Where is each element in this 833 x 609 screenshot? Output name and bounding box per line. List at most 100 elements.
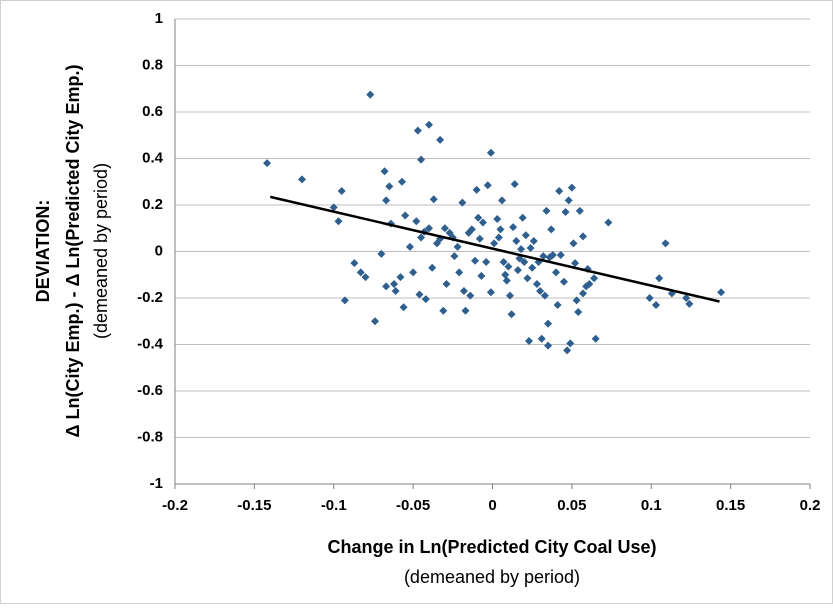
- point: [482, 257, 491, 266]
- point: [412, 217, 421, 226]
- point: [661, 239, 670, 248]
- point: [559, 277, 568, 286]
- y-tick-label: -0.8: [137, 428, 163, 445]
- x-tick-label: 0.1: [641, 497, 662, 514]
- point: [539, 252, 548, 261]
- point: [499, 257, 508, 266]
- point: [398, 177, 407, 186]
- point: [417, 233, 426, 242]
- point: [382, 282, 391, 291]
- point: [461, 306, 470, 315]
- point: [512, 237, 521, 246]
- point: [340, 296, 349, 305]
- point: [569, 239, 578, 248]
- point: [590, 274, 599, 283]
- point: [652, 300, 661, 309]
- point: [544, 319, 553, 328]
- point: [507, 310, 516, 319]
- point: [425, 120, 433, 129]
- point: [537, 334, 546, 343]
- point: [405, 242, 414, 251]
- point: [428, 263, 437, 272]
- point: [504, 262, 513, 271]
- point: [513, 266, 522, 275]
- y-tick-label: 0.4: [142, 149, 164, 166]
- point: [458, 198, 467, 207]
- x-tick-label: -0.15: [237, 497, 271, 514]
- point: [578, 289, 587, 298]
- point: [502, 276, 511, 285]
- point: [544, 341, 553, 350]
- point: [547, 225, 556, 234]
- point: [563, 346, 572, 355]
- point: [548, 250, 557, 259]
- point: [399, 303, 408, 312]
- point: [490, 239, 499, 248]
- point: [421, 295, 430, 304]
- point: [474, 213, 483, 222]
- point: [356, 268, 365, 277]
- point: [685, 299, 694, 308]
- point: [350, 259, 359, 268]
- y-tick-label: -0.2: [137, 289, 163, 306]
- trendline: [269, 195, 720, 303]
- point: [439, 306, 448, 315]
- point: [450, 252, 459, 261]
- point: [467, 225, 476, 234]
- point: [494, 233, 503, 242]
- point: [567, 183, 576, 192]
- point: [517, 245, 526, 254]
- point: [475, 234, 484, 243]
- x-tick-label: 0.05: [557, 497, 586, 514]
- point: [382, 196, 391, 205]
- point: [561, 207, 570, 216]
- point: [455, 268, 464, 277]
- point: [645, 294, 654, 302]
- point: [501, 270, 510, 279]
- y-tick-label: 0.2: [142, 196, 163, 213]
- point: [496, 225, 505, 234]
- y-axis-subtitle: (demeaned by period): [91, 163, 111, 339]
- point: [540, 291, 549, 300]
- x-tick-label: 0.2: [800, 497, 821, 514]
- point: [329, 203, 338, 212]
- point: [486, 288, 495, 297]
- point: [571, 259, 580, 268]
- point: [413, 126, 422, 135]
- point: [425, 224, 433, 233]
- y-tick-label: -0.6: [137, 382, 163, 399]
- point: [390, 280, 399, 289]
- point: [391, 287, 400, 296]
- point: [453, 242, 462, 251]
- point: [471, 256, 480, 265]
- point: [409, 268, 418, 277]
- point: [578, 232, 587, 241]
- y-tick-label: 0.8: [142, 56, 163, 73]
- point: [415, 290, 424, 299]
- x-tick-label: -0.2: [162, 497, 188, 514]
- point: [377, 249, 386, 258]
- point: [566, 339, 575, 348]
- y-tick-label: -0.4: [137, 335, 164, 352]
- point: [556, 250, 565, 259]
- point: [572, 296, 581, 305]
- point: [552, 268, 560, 277]
- y-axis-title: DEVIATION:: [33, 200, 53, 303]
- point: [486, 148, 495, 157]
- x-axis-title: Change in Ln(Predicted City Coal Use): [327, 537, 656, 557]
- point: [523, 274, 532, 283]
- point: [553, 300, 562, 309]
- point: [536, 287, 545, 296]
- point: [477, 271, 486, 280]
- point: [509, 223, 518, 232]
- point: [585, 280, 594, 289]
- point: [263, 159, 272, 168]
- point: [429, 195, 438, 204]
- point: [564, 196, 573, 205]
- point: [525, 337, 534, 346]
- y-tick-label: 0: [155, 242, 163, 259]
- point: [493, 214, 502, 223]
- point: [520, 257, 529, 266]
- point: [442, 280, 451, 289]
